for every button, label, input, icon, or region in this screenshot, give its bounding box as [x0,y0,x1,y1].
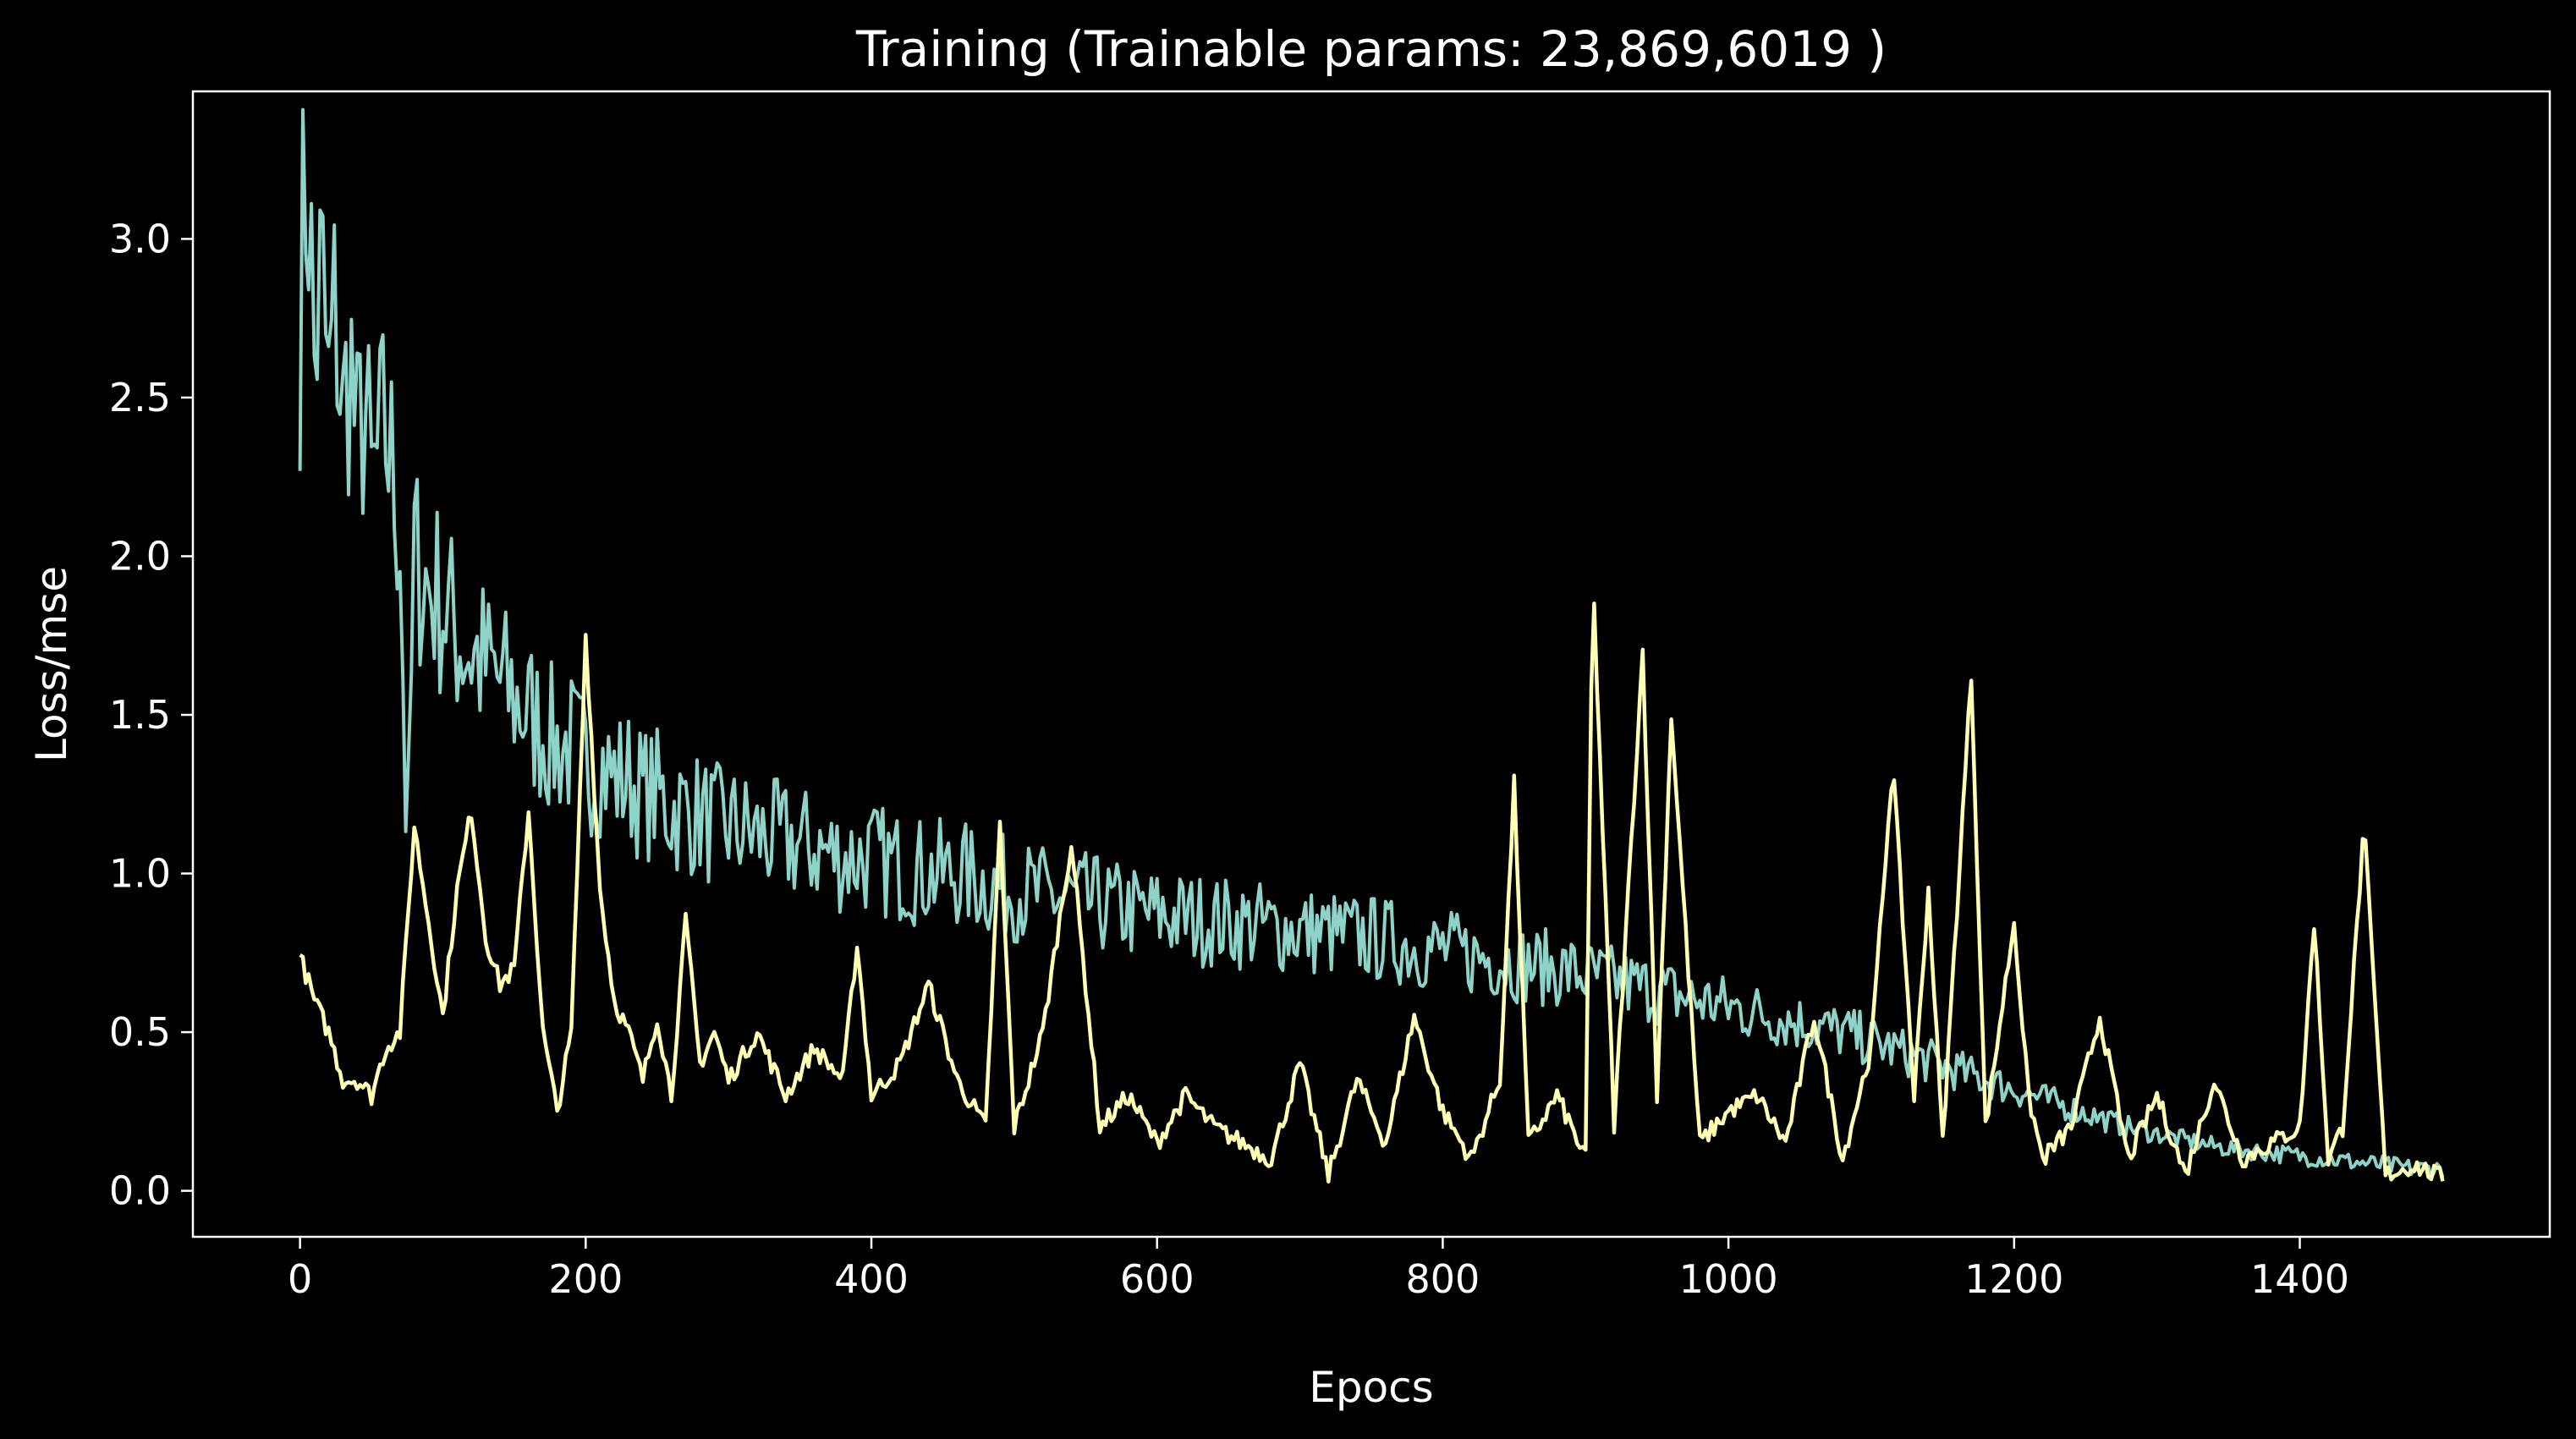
x-tick-label: 1200 [1964,1256,2063,1302]
x-tick-label: 200 [548,1256,623,1302]
y-tick-label: 0.5 [109,1009,171,1055]
y-tick-label: 2.0 [109,533,171,579]
x-tick-label: 1400 [2250,1256,2349,1302]
y-tick-label: 0.0 [109,1168,171,1214]
x-tick-label: 800 [1406,1256,1480,1302]
y-tick-label: 1.0 [109,851,171,897]
y-axis-label: Loss/mse [27,566,76,762]
x-axis-label: Epocs [1309,1363,1433,1412]
x-axis-ticks: 0 200 400 600 800 1000 1200 1400 [288,1237,2349,1302]
y-tick-label: 2.5 [109,375,171,420]
x-tick-label: 600 [1120,1256,1195,1302]
x-tick-label: 1000 [1679,1256,1778,1302]
x-tick-label: 400 [834,1256,909,1302]
x-tick-label: 0 [288,1256,312,1302]
series-line-2 [299,601,2445,1184]
y-tick-label: 3.0 [109,216,171,261]
y-axis-ticks: 0.0 0.5 1.0 1.5 2.0 2.5 3.0 [109,216,193,1214]
chart-title: Training (Trainable params: 23,869,6019 … [855,20,1887,78]
series-line-1 [298,107,2445,1180]
series-layer [298,107,2445,1184]
y-tick-label: 1.5 [109,692,171,738]
plot-frame [191,90,2551,1239]
